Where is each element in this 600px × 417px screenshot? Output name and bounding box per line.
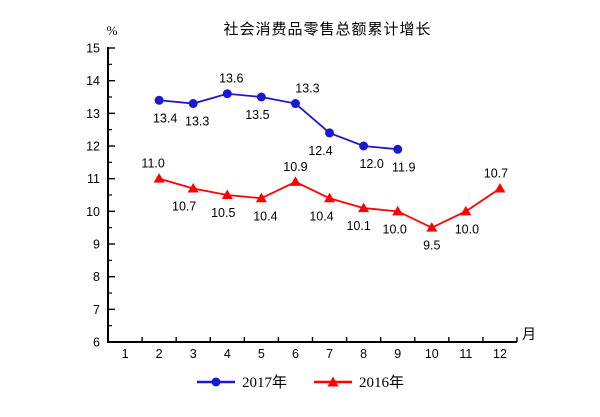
chart-title: 社会消费品零售总额累计增长 — [223, 22, 432, 38]
data-point — [153, 173, 165, 183]
data-label: 10.9 — [283, 160, 307, 174]
data-label: 12.4 — [308, 144, 332, 158]
data-label: 11.0 — [141, 157, 164, 171]
data-label: 10.1 — [346, 219, 370, 233]
data-label: 13.6 — [219, 72, 243, 86]
x-tick-label: 11 — [459, 347, 472, 361]
x-tick-label: 6 — [292, 347, 299, 361]
x-axis-unit-label: 月 — [522, 328, 536, 343]
y-tick-label: 14 — [86, 74, 100, 88]
data-label: 11.9 — [392, 160, 415, 174]
data-label: 9.5 — [423, 239, 440, 253]
y-tick-label: 10 — [86, 205, 100, 219]
data-label: 10.4 — [309, 209, 333, 223]
data-label: 10.7 — [172, 199, 196, 213]
data-point — [358, 202, 370, 213]
x-tick-label: 4 — [224, 347, 231, 361]
data-label: 13.3 — [185, 115, 209, 129]
x-tick-label: 9 — [394, 347, 401, 361]
legend-marker-2016-triangle — [314, 376, 352, 386]
y-tick-label: 11 — [87, 172, 100, 186]
x-tick-label: 7 — [326, 347, 333, 361]
data-point — [426, 222, 438, 232]
data-label: 10.0 — [455, 222, 479, 236]
x-tick-label: 5 — [258, 347, 265, 361]
data-label: 13.3 — [295, 82, 319, 96]
y-tick-label: 9 — [93, 238, 100, 252]
data-point — [460, 205, 472, 216]
data-point — [256, 92, 266, 102]
data-point — [324, 192, 336, 203]
data-label: 12.0 — [359, 157, 383, 171]
data-point — [222, 89, 232, 99]
data-point — [393, 144, 403, 154]
y-axis-unit-label: % — [106, 23, 118, 38]
x-tick-label: 8 — [360, 347, 367, 361]
legend-label-2016: 2016年 — [359, 375, 405, 391]
data-point — [221, 189, 233, 199]
data-point — [325, 128, 335, 138]
y-tick-label: 8 — [93, 270, 100, 284]
data-point — [290, 99, 300, 109]
legend-item-2017: 2017年 — [196, 371, 287, 392]
data-label: 13.4 — [153, 111, 177, 125]
x-tick-label: 12 — [493, 347, 507, 361]
x-tick-label: 1 — [122, 347, 129, 361]
legend-item-2016: 2016年 — [313, 371, 404, 392]
data-point — [187, 182, 199, 193]
data-point — [289, 176, 301, 186]
legend-label-2017: 2017年 — [241, 375, 287, 391]
y-tick-label: 12 — [86, 140, 100, 154]
x-tick-label: 3 — [190, 347, 197, 361]
data-point — [188, 99, 198, 109]
data-point — [359, 141, 369, 151]
data-point — [392, 205, 404, 216]
data-point — [154, 95, 164, 105]
data-label: 10.0 — [383, 222, 407, 236]
x-tick-label: 10 — [425, 347, 439, 361]
data-label: 10.5 — [211, 206, 235, 220]
legend-marker-2017-circle — [196, 377, 235, 386]
data-label: 10.4 — [253, 209, 277, 223]
x-tick-label: 2 — [156, 347, 163, 361]
y-tick-label: 15 — [86, 42, 100, 56]
data-label: 13.5 — [245, 108, 269, 122]
y-tick-label: 7 — [93, 303, 100, 317]
data-point — [494, 182, 506, 193]
legend: 2017年 2016年 — [0, 371, 600, 392]
data-point — [255, 192, 267, 203]
series-line-2017年 — [159, 92, 398, 151]
y-tick-label: 13 — [86, 107, 100, 121]
y-tick-label: 6 — [93, 336, 100, 350]
data-label: 10.7 — [484, 166, 508, 180]
